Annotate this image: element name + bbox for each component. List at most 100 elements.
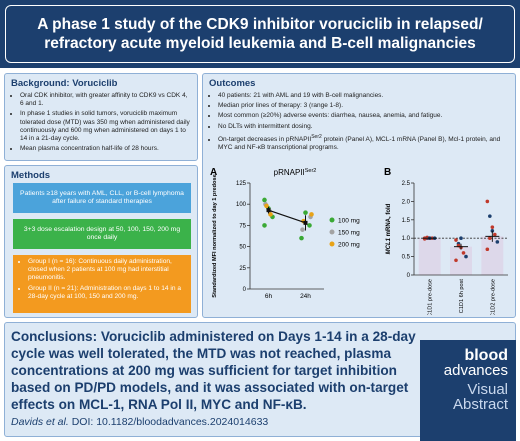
point [461,251,466,255]
legend-swatch [329,229,335,235]
outcomes-box: Outcomes 40 patients: 21 with AML and 19… [202,73,516,318]
point [493,232,497,237]
point [300,227,305,232]
y-tick-label: 2.0 [402,199,411,205]
legend-label: 100 mg [338,218,360,225]
list: Group I (n = 16): Continuous daily admin… [19,258,185,301]
mean-marker [303,220,308,225]
superscript: Ser2 [311,133,322,140]
bullet: No DLTs with intermittent dosing. [218,123,509,131]
conclusions: Conclusions: Voruciclib administered on … [11,328,417,413]
y-tick-label: 75 [239,223,246,229]
y-tick-label: 125 [236,181,247,187]
mean-line [268,209,306,224]
bar [418,238,441,275]
point [464,254,468,259]
point [454,258,458,263]
y-tick-label: 0 [407,273,411,279]
citation: Davids et al. DOI: 10.1182/bloodadvances… [11,416,268,428]
point [262,197,267,203]
text: On-target decreases in pRNAPII [218,135,312,143]
title: A phase 1 study of the CDK9 inhibitor vo… [5,5,515,63]
bullet: Group II (n = 21): Administration on day… [28,285,185,301]
title: pRNAPII [274,168,305,177]
methods-box: Methods Patients ≥18 years with AML, CLL… [4,165,198,318]
header: A phase 1 study of the CDK9 inhibitor vo… [0,0,520,68]
point [299,235,304,241]
bar [450,246,472,275]
x-tick-label: 24h [300,293,311,300]
point [264,203,269,209]
x-tick-label: C1D2 pre-dose [490,279,496,315]
x-tick-label: C1D1 6h post [459,279,465,314]
heading: Outcomes [209,78,256,89]
x-tick-label: C1D1 pre-dose [428,279,434,315]
heading: Background: Voruciclib [11,78,118,89]
y-tick-label: 0 [243,287,247,293]
point [490,225,495,229]
bullet: In phase 1 studies in solid tumors, voru… [20,110,191,143]
background-box: Background: Voruciclib Oral CDK inhibito… [4,73,198,161]
legend-swatch [329,241,335,247]
point [262,223,267,228]
point [485,199,490,204]
legend-label: 150 mg [338,230,360,237]
panel-title: pRNAPIISer2 [274,168,317,177]
bullet: Most common (≥20%) adverse events: diarr… [218,112,509,120]
bullet: Group I (n = 16): Continuous daily admin… [28,258,185,283]
y-axis-label: Standardized MFI normalized to day 1 pre… [212,174,218,297]
card: Group I (n = 16): Continuous daily admin… [13,255,191,313]
card: 3+3 dose escalation design at 50, 100, 1… [13,219,191,249]
y-tick-label: 25 [239,266,246,272]
bullet: Oral CDK inhibitor, with greater affinit… [20,92,191,108]
bar [481,236,504,275]
point [488,236,492,240]
y-tick-label: 1.0 [402,236,411,242]
label: Conclusions: [11,329,98,344]
label-part: MCL1 [386,237,392,254]
point [268,212,273,217]
point [459,236,463,240]
legend-label: 200 mg [338,242,360,249]
bullet: On-target decreases in pRNAPIISer2 prote… [218,133,509,153]
y-tick-label: 100 [236,202,247,208]
card: Patients ≥18 years with AML, CLL, or B-c… [13,183,191,213]
panel-letter: B [384,167,391,178]
y-tick-label: 2.5 [402,181,411,187]
point [488,214,492,218]
y-tick-label: 0.5 [402,255,411,261]
logo-text: advances [443,362,508,379]
point [495,240,500,244]
logo-text: Abstract [452,396,508,413]
text: protein (Panel A), MCL-1 mRNA (Panel B),… [218,135,501,152]
list: Oral CDK inhibitor, with greater affinit… [11,92,191,153]
logo: blood advances Visual Abstract [420,340,516,441]
point [454,238,458,242]
logo-text: blood [464,347,508,364]
heading: Methods [11,170,51,181]
panel-b: B MCL1 mRNA, fold 0 0.5 1.0 1.5 2.0 2.5 C1D1 pre… [384,167,508,315]
authors: Davids et al. [11,416,69,428]
point [303,210,308,215]
bullet: Mean plasma concentration half-life of 2… [20,145,191,153]
point [307,223,312,228]
legend-swatch [329,217,335,223]
y-axis-label: MCL1 mRNA, fold [386,203,392,254]
y-tick-label: 1.5 [402,218,411,224]
point [490,229,495,233]
bullet: Median prior lines of therapy: 3 (range … [218,102,509,110]
list: 40 patients: 21 with AML and 19 with B-c… [209,92,509,152]
logo-text: Visual [467,381,508,398]
doi: DOI: 10.1182/bloodadvances.2024014633 [71,416,269,428]
bullet: 40 patients: 21 with AML and 19 with B-c… [218,92,509,100]
point [485,247,490,252]
panel-letter: A [210,167,217,178]
text: Voruciclib administered on Days 1-14 in … [11,329,416,412]
y-tick-label: 50 [239,245,246,251]
x-tick-label: 6h [265,293,273,300]
title-sup: Ser2 [305,168,317,174]
point [309,212,314,217]
label-part: mRNA, fold [386,203,392,238]
